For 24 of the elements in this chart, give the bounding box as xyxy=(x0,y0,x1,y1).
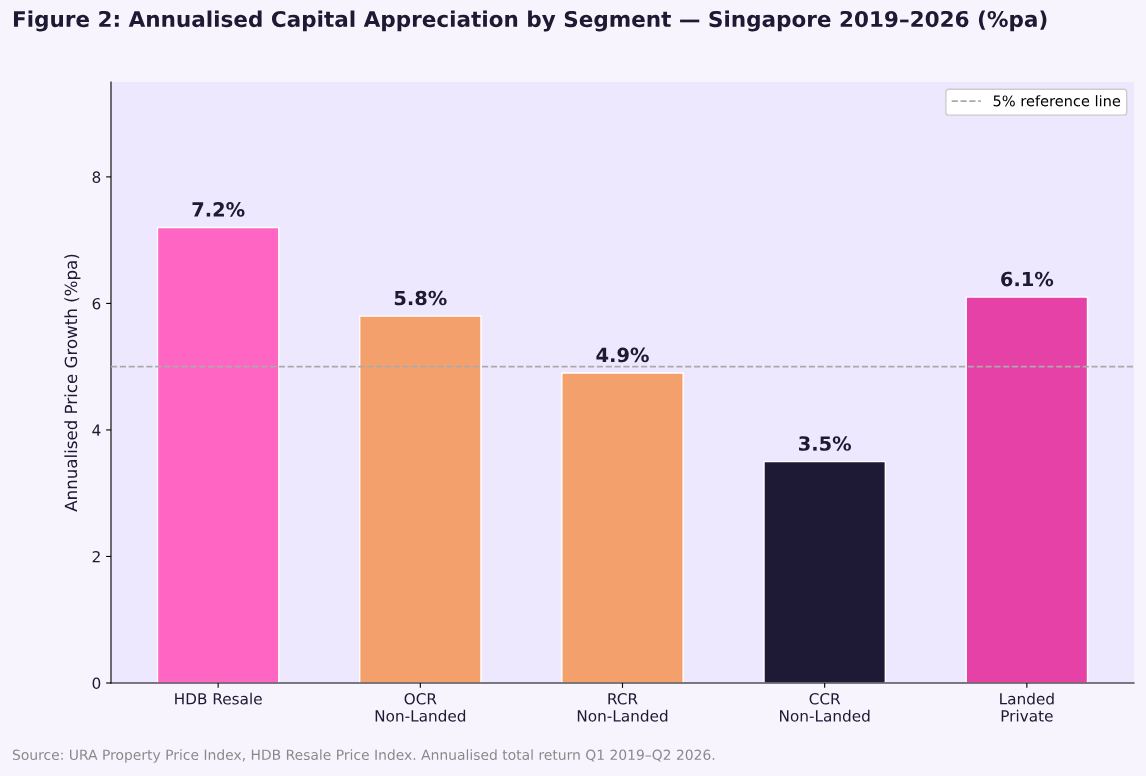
x-tick-label: RCR Non-Landed xyxy=(577,692,668,722)
bar xyxy=(358,315,482,683)
x-tick-label: HDB Resale xyxy=(175,692,262,705)
source-note: Source: URA Property Price Index, HDB Resale Price Index. Annualised total return Q1 2019–Q2 2026. xyxy=(12,749,715,763)
y-tick-label: 8 xyxy=(92,171,101,183)
legend-label: 5% reference line xyxy=(993,95,1121,107)
y-tick-label: 2 xyxy=(92,550,100,563)
y-tick-label: 4 xyxy=(92,424,101,436)
bar xyxy=(763,460,887,683)
bar xyxy=(156,226,280,683)
y-axis-title: Annualised Price Growth (%pa) xyxy=(64,254,81,512)
data-label: 3.5% xyxy=(799,436,852,451)
y-tick-label: 0 xyxy=(92,677,101,690)
data-label: 6.1% xyxy=(1001,271,1054,287)
bar xyxy=(561,372,684,683)
data-label: 4.9% xyxy=(596,347,649,363)
chart-title: Figure 2: Annualised Capital Appreciation by Segment — Singapore 2019–2026 (%pa) xyxy=(13,10,1047,32)
bar xyxy=(965,296,1089,683)
data-label: 5.8% xyxy=(394,290,447,306)
x-tick-label: OCR Non-Landed xyxy=(375,692,466,722)
x-tick-label: Landed Private xyxy=(1000,692,1054,722)
x-tick-label: CCR Non-Landed xyxy=(780,692,870,722)
y-tick-label: 6 xyxy=(92,297,101,310)
data-label: 7.2% xyxy=(192,202,245,217)
